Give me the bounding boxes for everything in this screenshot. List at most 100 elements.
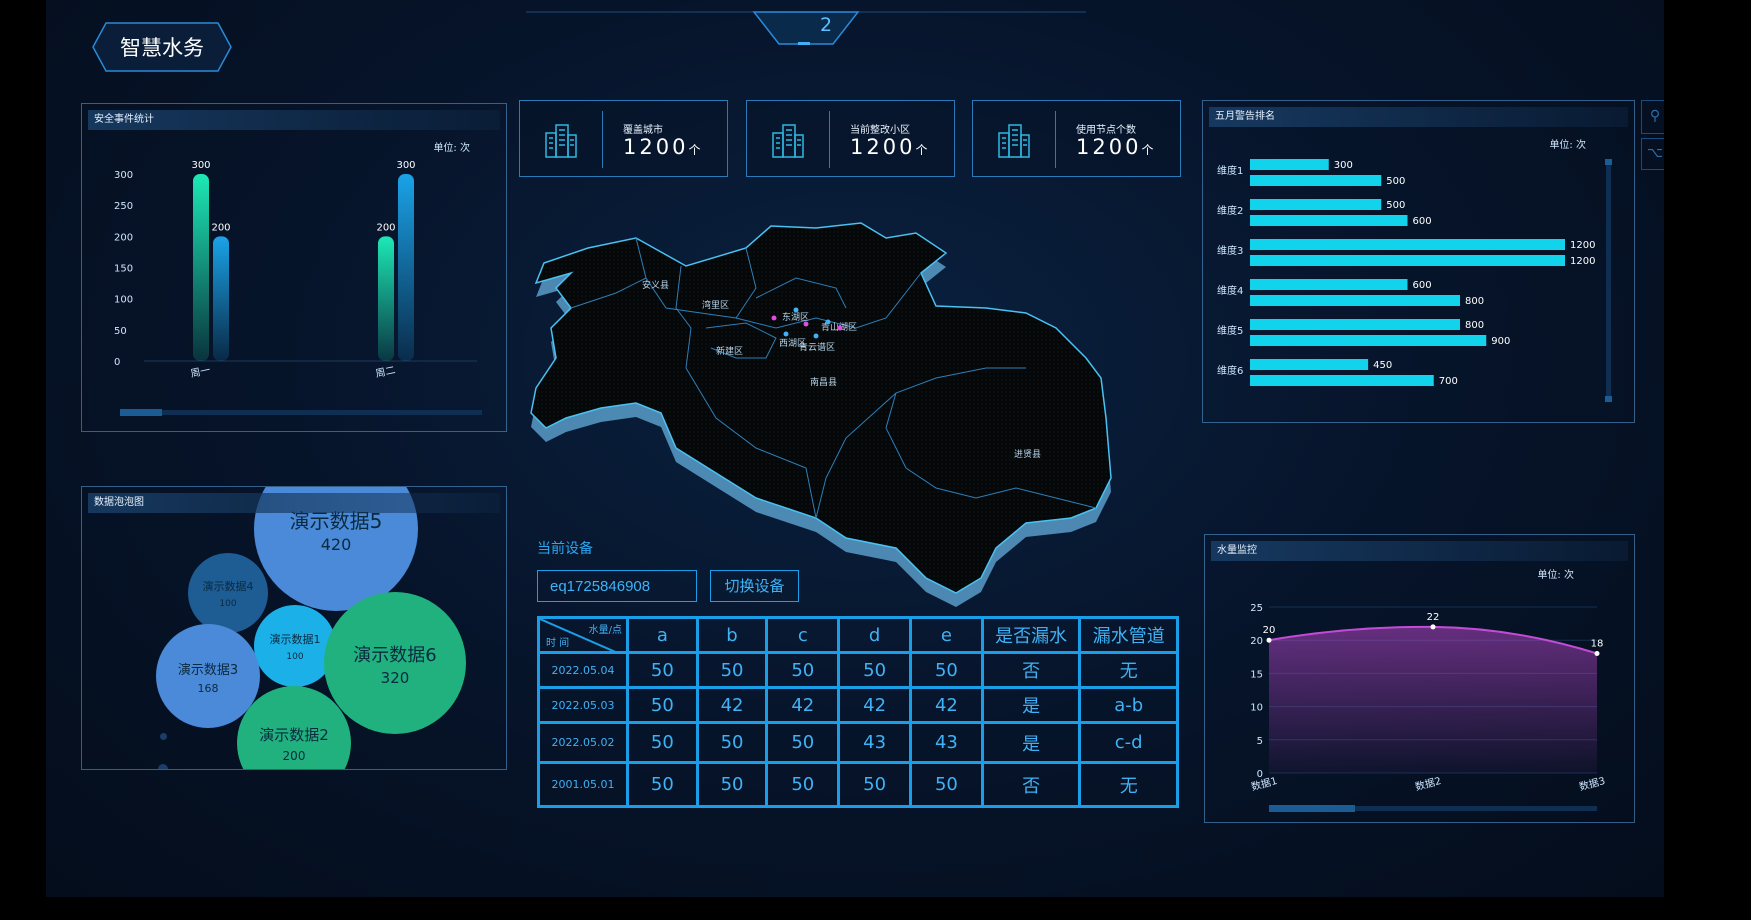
bar-value-label: 300 (191, 160, 210, 171)
bubble[interactable]: 演示数据2 200 (237, 686, 351, 769)
table-cell: 否 (980, 761, 1082, 808)
table-cell: 50 (625, 651, 699, 689)
page-number[interactable]: 2 (819, 14, 833, 36)
bar-value-label: 300 (396, 160, 415, 171)
data-point (1594, 650, 1600, 656)
panel-title: 五月警告排名 (1209, 107, 1628, 127)
ranking-bar-chart: 维度1 300 500 维度2 500 600 维度3 1200 1200 维度4 600 800 维度… (1217, 159, 1612, 402)
table-row[interactable]: 2022.05.04 50 50 50 50 50 否 无 (537, 651, 1179, 689)
x-tick-label: 数据2 (1414, 774, 1443, 793)
y-tick-label: 300 (114, 170, 133, 181)
bar-value-label: 200 (376, 222, 395, 233)
table-row[interactable]: 2022.05.02 50 50 50 43 43 是 c-d (537, 721, 1179, 764)
bar-value-label: 450 (1373, 360, 1392, 371)
map-label: 安义县 (642, 279, 669, 291)
share-tool-icon[interactable]: ⚲ (1641, 100, 1664, 134)
stat-card-communities: 当前整改小区 1200个 (746, 100, 955, 177)
bubble-value: 100 (219, 599, 237, 609)
x-tick-label: 周二 (374, 364, 396, 380)
y-tick-label: 200 (114, 232, 133, 243)
bubble[interactable]: 演示数据3 168 (156, 624, 260, 728)
bar-value-label: 900 (1491, 336, 1510, 347)
stat-value: 1200个 (850, 135, 928, 159)
table-cell: c-d (1078, 721, 1179, 764)
map-markers[interactable] (771, 307, 843, 339)
decor-dot (158, 764, 168, 769)
bubble-value: 320 (380, 669, 410, 687)
bubble-name: 演示数据6 (353, 645, 437, 666)
zoom-slider-handle (120, 409, 162, 416)
bar-value-label: 300 (1334, 160, 1353, 171)
zoom-slider-track (1606, 161, 1611, 401)
panel-title: 安全事件统计 (88, 110, 500, 130)
bubble[interactable]: 演示数据6 320 (324, 592, 466, 734)
y-tick-label: 维度3 (1217, 244, 1243, 257)
table-cell: 50 (909, 651, 984, 689)
table-row[interactable]: 2001.05.01 50 50 50 50 50 否 无 (537, 761, 1179, 808)
bar (1250, 255, 1565, 266)
map-label: 青云谱区 (799, 341, 835, 353)
bar-value-label: 1200 (1570, 256, 1595, 267)
map-label: 湾里区 (702, 299, 729, 311)
bar (1250, 375, 1434, 386)
table-header: 是否漏水 (980, 616, 1082, 654)
bubble-name: 演示数据3 (177, 663, 239, 678)
x-tick-label: 数据3 (1578, 774, 1607, 793)
bar-value-label: 200 (211, 222, 230, 233)
y-tick-label: 15 (1250, 669, 1263, 680)
title-badge (92, 22, 232, 72)
table-row[interactable]: 2022.05.03 50 42 42 42 42 是 a-b (537, 686, 1179, 724)
bubble-value: 200 (282, 749, 306, 763)
bubble[interactable]: 演示数据1 100 (254, 605, 336, 687)
bar (1250, 279, 1408, 290)
table-cell: 43 (837, 721, 913, 764)
bar (1250, 175, 1382, 186)
map-label: 新建区 (716, 345, 743, 357)
device-input[interactable] (537, 570, 697, 602)
y-tick-label: 0 (1257, 769, 1263, 780)
map-label: 东湖区 (782, 311, 809, 323)
bubble-panel: 演示数据5 420 演示数据4 100 演示数据1 100 演示数据6 320 演示数据3 168… (81, 486, 507, 770)
table-cell: 50 (765, 721, 841, 764)
bar (398, 174, 414, 361)
table-header: b (695, 616, 769, 654)
data-label: 18 (1591, 638, 1604, 649)
bar (1250, 215, 1408, 226)
ranking-panel: 五月警告排名 单位: 次 维度1 300 500 维度2 500 600 维度3 1200 12… (1202, 100, 1635, 423)
table-header-row: 水量/点 时 间 a b c d e 是否漏水 漏水管道 (537, 616, 1179, 654)
table-cell: 50 (909, 761, 984, 808)
y-tick-label: 维度6 (1217, 364, 1243, 377)
security-events-panel: 安全事件统计 单位: 次 0 50 100 150 200 250 300 300 200 周一 2… (81, 103, 507, 432)
map-label: 南昌县 (810, 376, 837, 388)
stat-label: 当前整改小区 (850, 125, 910, 136)
bar (1250, 359, 1369, 370)
district-map[interactable]: 安义县 湾里区 新建区 东湖区 西湖区 青山湖区 青云谱区 南昌县 进贤县 (516, 218, 1236, 618)
table-cell: 42 (837, 686, 913, 724)
zoom-slider-handle (1269, 805, 1355, 812)
y-tick-label: 维度5 (1217, 324, 1243, 337)
bar-value-label: 800 (1465, 320, 1484, 331)
device-label: 当前设备 (537, 541, 593, 557)
app-title: 智慧水务 (120, 36, 204, 60)
table-cell: 无 (1078, 761, 1179, 808)
table-cell: 是 (980, 686, 1082, 724)
table-cell: 42 (695, 686, 769, 724)
bubble-name: 演示数据5 (289, 509, 383, 533)
y-tick-label: 5 (1257, 736, 1263, 747)
stat-value: 1200个 (623, 135, 701, 159)
bar-value-label: 600 (1413, 216, 1432, 227)
y-tick-label: 维度2 (1217, 204, 1243, 217)
table-cell: 50 (625, 721, 699, 764)
table-header: d (837, 616, 913, 654)
data-point (1266, 637, 1272, 643)
switch-device-button[interactable]: 切换设备 (710, 570, 799, 602)
table-cell: 50 (625, 686, 699, 724)
bubble[interactable]: 演示数据4 100 (188, 553, 268, 633)
table-cell: 无 (1078, 651, 1179, 689)
y-tick-label: 10 (1250, 703, 1263, 714)
bar-value-label: 700 (1439, 376, 1458, 387)
tree-tool-icon[interactable]: ⌥ (1641, 138, 1664, 170)
data-label: 20 (1263, 625, 1276, 636)
table-cell: 50 (695, 761, 769, 808)
